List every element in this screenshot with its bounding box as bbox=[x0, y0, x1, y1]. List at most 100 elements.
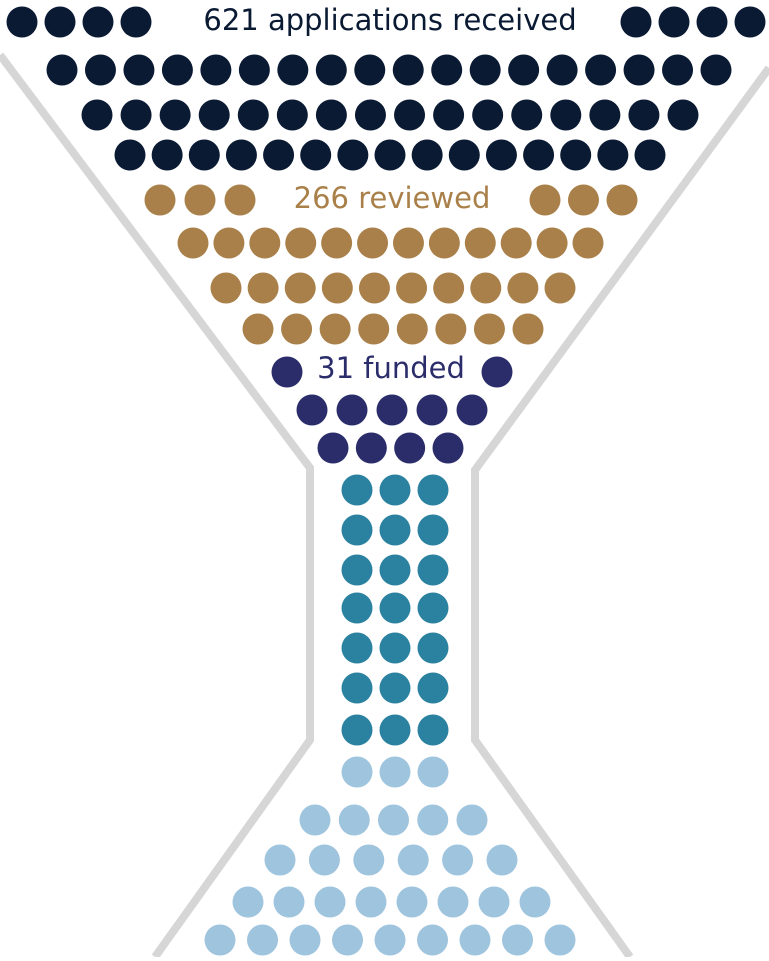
dot bbox=[237, 99, 269, 131]
dot bbox=[376, 394, 408, 426]
dot bbox=[188, 139, 220, 171]
dot bbox=[337, 139, 369, 171]
dot bbox=[341, 554, 373, 586]
dot bbox=[6, 6, 38, 38]
dot bbox=[459, 924, 491, 956]
dot bbox=[432, 432, 464, 464]
dot bbox=[314, 886, 346, 918]
dot bbox=[378, 804, 409, 836]
dot bbox=[634, 139, 666, 171]
dot bbox=[658, 6, 690, 38]
dot bbox=[296, 394, 328, 426]
dot bbox=[355, 886, 387, 918]
dot bbox=[271, 356, 303, 388]
dot bbox=[285, 227, 317, 259]
dot bbox=[144, 184, 176, 216]
stage-label: 621 applications received bbox=[203, 3, 576, 37]
dot bbox=[114, 139, 146, 171]
dot bbox=[585, 54, 617, 86]
dot bbox=[416, 394, 448, 426]
dot bbox=[354, 99, 386, 131]
dot-rows bbox=[6, 6, 766, 956]
dot bbox=[486, 844, 518, 876]
dot bbox=[379, 474, 411, 506]
dot bbox=[210, 272, 242, 304]
dot bbox=[281, 313, 313, 345]
dot bbox=[428, 227, 460, 259]
dot bbox=[120, 99, 152, 131]
dot bbox=[225, 139, 257, 171]
dot bbox=[392, 54, 424, 86]
dot bbox=[568, 184, 599, 216]
dot bbox=[442, 844, 474, 876]
dot bbox=[263, 139, 295, 171]
dot bbox=[507, 272, 539, 304]
dot bbox=[662, 54, 694, 86]
dot bbox=[550, 99, 582, 131]
dot bbox=[289, 924, 321, 956]
dot bbox=[336, 394, 368, 426]
dot bbox=[433, 272, 465, 304]
dot bbox=[247, 924, 278, 956]
funnel-left-edge bbox=[0, 52, 314, 960]
dot bbox=[338, 804, 370, 836]
dot bbox=[417, 514, 449, 546]
dot bbox=[319, 313, 351, 345]
dot bbox=[120, 6, 152, 38]
dot bbox=[321, 272, 353, 304]
dot bbox=[417, 554, 449, 586]
dot bbox=[417, 756, 449, 788]
dot bbox=[544, 924, 576, 956]
dot bbox=[473, 313, 505, 345]
dot bbox=[341, 672, 373, 704]
dot bbox=[300, 139, 332, 171]
dot bbox=[734, 6, 766, 38]
dot bbox=[433, 99, 465, 131]
dot bbox=[341, 474, 373, 506]
dot bbox=[184, 184, 216, 216]
dot bbox=[238, 54, 270, 86]
dot bbox=[247, 272, 279, 304]
dot bbox=[448, 139, 480, 171]
dot bbox=[529, 184, 561, 216]
dot bbox=[341, 714, 373, 746]
stage-label: 31 funded bbox=[317, 351, 465, 385]
dot bbox=[379, 714, 411, 746]
dot bbox=[161, 54, 193, 86]
dot bbox=[628, 99, 660, 131]
dot bbox=[81, 99, 113, 131]
dot bbox=[456, 394, 488, 426]
dot bbox=[411, 139, 443, 171]
dot bbox=[572, 227, 604, 259]
dot bbox=[321, 227, 353, 259]
dot bbox=[123, 54, 155, 86]
dot bbox=[276, 99, 308, 131]
dot bbox=[374, 924, 406, 956]
dot bbox=[696, 6, 728, 38]
dot bbox=[46, 54, 78, 86]
dot bbox=[341, 514, 373, 546]
dot bbox=[394, 99, 426, 131]
dot bbox=[198, 99, 230, 131]
dot bbox=[341, 632, 373, 664]
funnel-outline bbox=[0, 52, 769, 960]
dot bbox=[82, 6, 114, 38]
dot bbox=[485, 139, 517, 171]
dot bbox=[379, 592, 411, 624]
dot bbox=[397, 844, 429, 876]
dot bbox=[204, 924, 236, 956]
dot bbox=[396, 313, 428, 345]
dot bbox=[84, 54, 116, 86]
dot bbox=[512, 313, 544, 345]
dot bbox=[358, 313, 390, 345]
dot bbox=[589, 99, 621, 131]
dot bbox=[232, 886, 264, 918]
dot bbox=[544, 272, 576, 304]
dot bbox=[417, 714, 449, 746]
funnel-right-edge bbox=[471, 65, 769, 960]
dot bbox=[341, 592, 373, 624]
dot bbox=[392, 227, 424, 259]
dot bbox=[481, 356, 513, 388]
dot bbox=[379, 632, 411, 664]
dot bbox=[417, 474, 449, 506]
